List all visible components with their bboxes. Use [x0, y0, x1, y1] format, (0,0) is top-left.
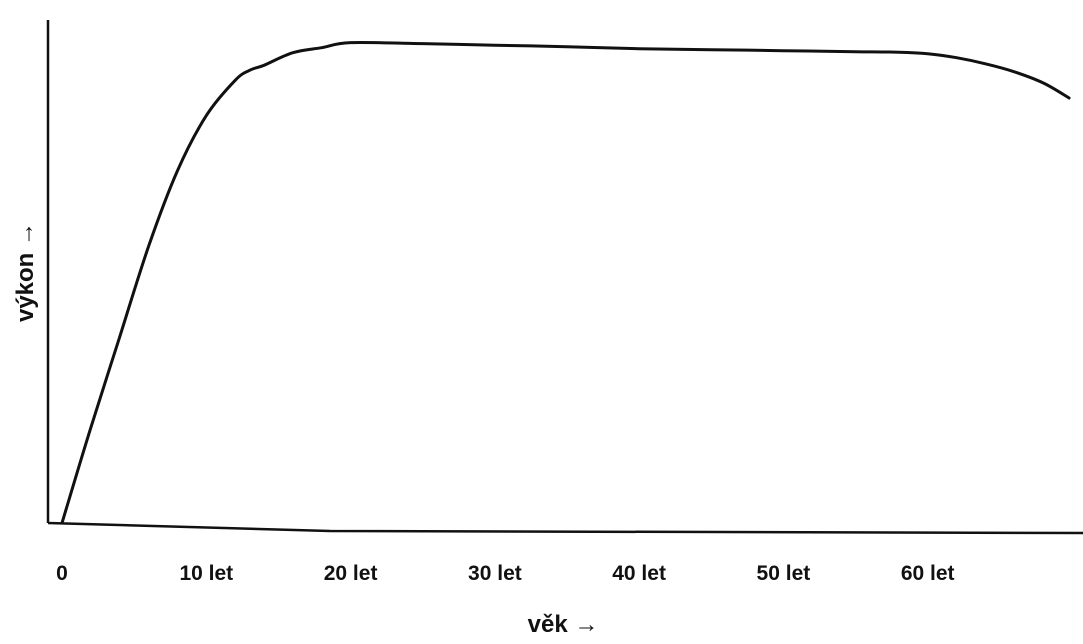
y-axis-title: výkon → — [12, 222, 39, 322]
x-tick-label: 20 let — [324, 562, 378, 585]
x-tick-labels: 0 10 let 20 let 30 let 40 let 50 let 60 let — [56, 562, 954, 585]
series-line-1 — [60, 40, 1071, 525]
series-layer — [60, 40, 1071, 525]
x-tick-label: 50 let — [757, 562, 811, 585]
x-tick-label: 0 — [56, 562, 68, 585]
x-tick-label: 40 let — [612, 562, 666, 585]
x-tick-label: 60 let — [901, 562, 955, 585]
x-axis-line — [47, 521, 1083, 535]
x-tick-label: 10 let — [179, 562, 233, 585]
x-tick-label: 30 let — [468, 562, 522, 585]
x-axis-title: věk → — [528, 611, 599, 638]
